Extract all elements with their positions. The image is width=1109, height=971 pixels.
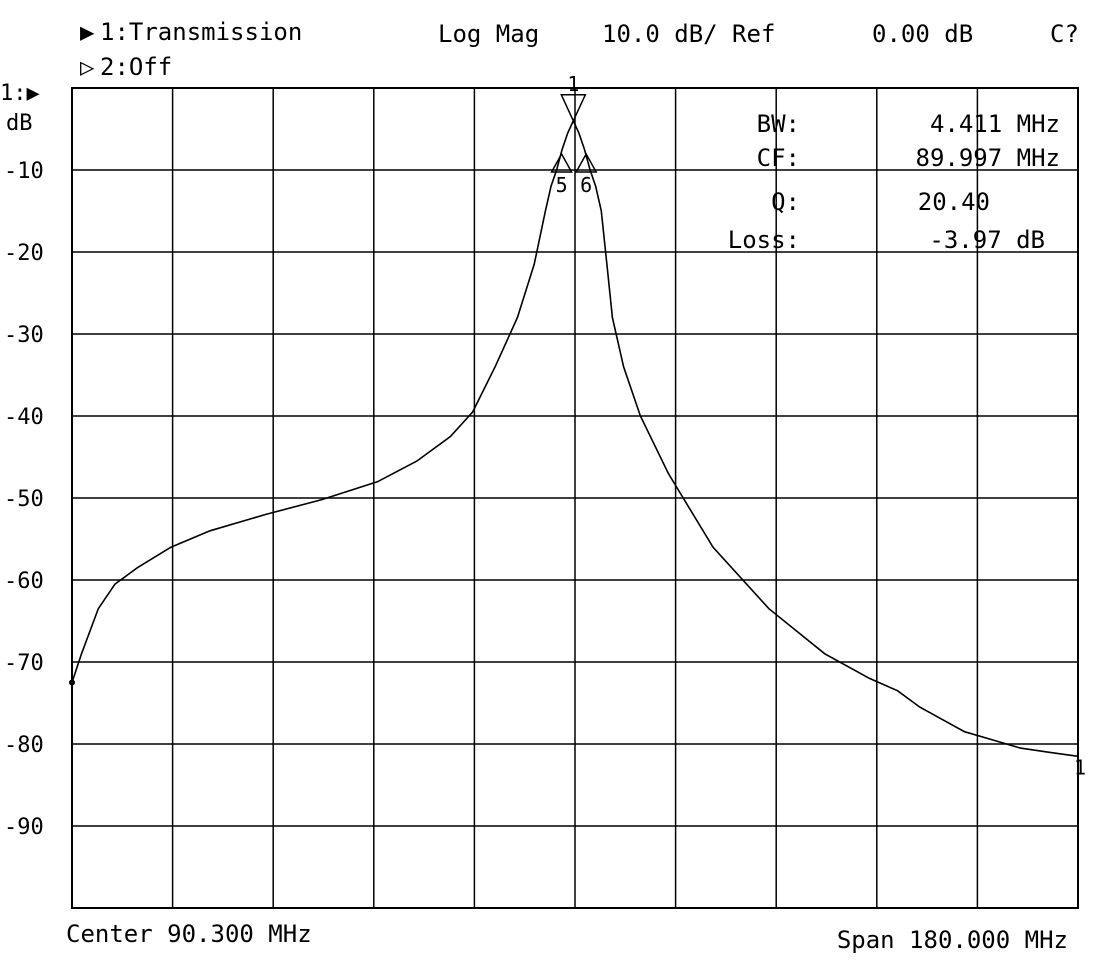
trace-group: [69, 118, 1079, 758]
trace-line-transmission: [71, 118, 1079, 758]
trace2-label: 2:Off: [100, 53, 172, 81]
readout-bw-label: BW:: [757, 110, 800, 138]
y-tick-label: -60: [4, 569, 44, 594]
readout-loss-label: Loss:: [728, 226, 800, 254]
y-tick-label: -70: [4, 651, 44, 676]
y-tick-label: -20: [4, 241, 44, 266]
y-tick-label: -50: [4, 487, 44, 512]
trace-start-point: [69, 679, 75, 686]
y-tick-label: -10: [4, 159, 44, 184]
marker-1-triangle: [560, 94, 587, 123]
readout-bw-value: 4.411 MHz: [930, 110, 1060, 138]
readout-loss-value: -3.97 dB: [929, 226, 1045, 254]
marker-readout: BW: 4.411 MHz CF: 89.997 MHz Q: 20.40 Lo…: [728, 110, 1060, 254]
y-tick-label: -90: [4, 815, 44, 840]
center-frequency-label: Center 90.300 MHz: [66, 920, 312, 948]
ref-value-label: 0.00 dB: [872, 20, 973, 48]
y-tick-label: -40: [4, 405, 44, 430]
readout-q-value: 20.40: [918, 188, 990, 216]
ref-marker-label: 1:▶: [0, 81, 40, 106]
marker-6-label: 6: [580, 173, 592, 197]
y-tick-label: -30: [4, 323, 44, 348]
format-label: Log Mag: [438, 20, 539, 48]
marker-6-triangle: [574, 152, 598, 173]
marker-5-triangle: [550, 152, 573, 173]
y-unit-label: dB: [6, 111, 33, 136]
cal-status-label: C?: [1050, 20, 1079, 48]
marker-group: 15 61: [550, 72, 1086, 779]
trace2-marker: ▷: [80, 53, 95, 81]
marker-5-label: 5: [556, 173, 568, 197]
readout-cf-value: 89.997 MHz: [916, 144, 1061, 172]
trace1-label: 1:Transmission: [100, 18, 302, 46]
y-tick-label: -80: [4, 733, 44, 758]
y-tick-labels: -10 -20 -30 -40 -50 -60 -70 -80 -90: [4, 159, 44, 840]
trace-end-marker-label: 1: [1074, 755, 1086, 779]
marker-1-label: 1: [567, 72, 579, 96]
scale-label: 10.0 dB/ Ref: [602, 20, 775, 48]
readout-q-label: Q:: [771, 188, 800, 216]
span-label: Span 180.000 MHz: [837, 926, 1068, 954]
grid: [72, 88, 1078, 908]
trace1-marker: ▶: [80, 18, 95, 46]
readout-cf-label: CF:: [757, 144, 800, 172]
